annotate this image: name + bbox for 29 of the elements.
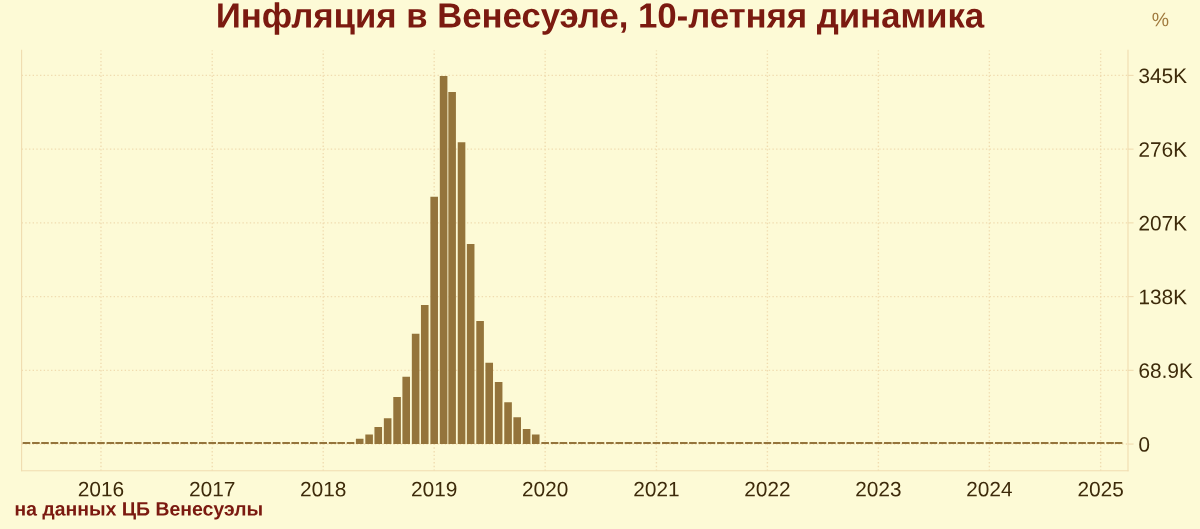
x-tick-label: 2016 (78, 481, 124, 497)
bar (457, 142, 466, 445)
x-tick-label: 2025 (1078, 481, 1123, 497)
y-tick-label: 138K (1140, 289, 1187, 305)
x-tick-label: 2023 (856, 481, 901, 497)
y-tick-label: 276K (1139, 142, 1187, 157)
text: на данных ЦБ Венесуэлы (15, 502, 262, 520)
x-tick-label: 2021 (634, 481, 679, 497)
bar (522, 429, 531, 445)
bar (717, 441, 725, 445)
bar (606, 441, 614, 445)
bar (1050, 441, 1058, 445)
chart-title: Инфляция в Венесуэле, 10-летняя динамика (218, 2, 985, 35)
y-tick-label: 207K (1139, 215, 1187, 231)
y-tick-label: 68.9K (1139, 363, 1193, 379)
bar (383, 418, 392, 445)
x-tick-label: 2019 (412, 481, 457, 497)
x-tick-label: 2020 (523, 481, 568, 497)
bar (494, 381, 503, 445)
y-axis-title: % (1152, 12, 1169, 27)
bar (466, 243, 475, 445)
bar (411, 333, 420, 445)
y-tick-label: 345K (1139, 68, 1187, 84)
x-tick-label: 2024 (967, 481, 1012, 497)
x-tick-label: 2017 (190, 481, 235, 497)
x-tick-label: 2018 (301, 481, 346, 497)
bar (97, 441, 105, 445)
x-tick-label: 2022 (745, 481, 790, 497)
y-tick-label: 0 (1139, 437, 1150, 452)
